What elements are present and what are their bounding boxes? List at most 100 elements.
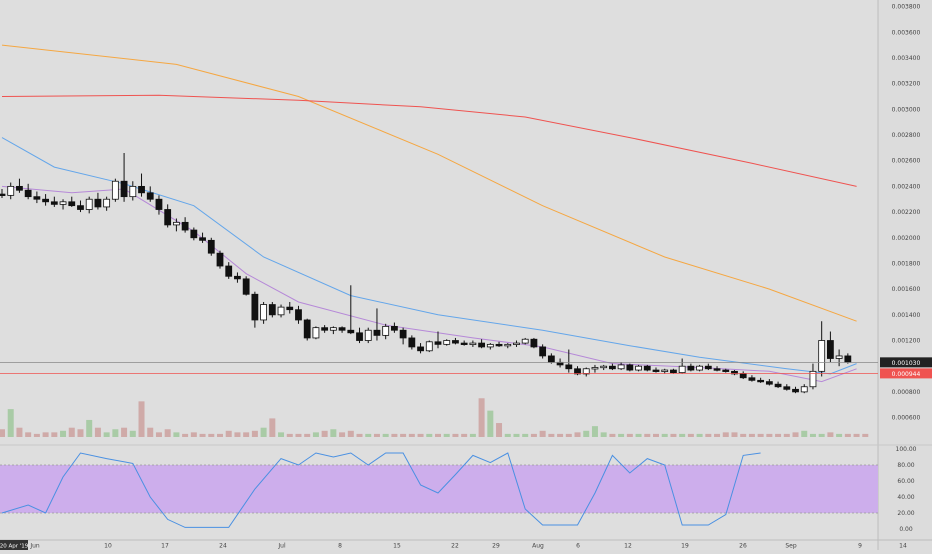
stochastic-tick-label: 40.00 [897,494,914,501]
time-tick-label: 12 [624,543,632,550]
volume-bar [25,432,32,437]
candle [792,386,799,394]
candle-body-down [827,340,834,359]
volume-bar [766,433,773,437]
candle-body-down [565,364,573,370]
candle [295,305,302,324]
price-tick-label: 0.001200 [892,338,921,345]
volume-bar [68,427,75,437]
candle-body-down [242,278,250,295]
volume-bar [86,419,93,437]
candle [329,326,337,335]
candle-body-down [77,205,84,210]
candle-body-down [338,327,346,331]
candle [190,227,198,241]
candle [521,337,529,345]
candle-body-down [225,265,233,277]
price-tick-label: 0.002800 [892,132,921,139]
candle-body-up [312,327,320,339]
price-tick-label: 0.001800 [892,260,921,267]
support-badge [880,368,932,379]
volume-bar [330,429,337,437]
volume-bar [539,430,546,437]
candle [643,364,651,372]
volume-bar [836,433,843,437]
candle [591,364,599,373]
volume-bar [408,433,415,437]
candle-body-down [356,332,363,341]
volume-bar [705,433,712,437]
candle [138,173,145,197]
candle [713,366,721,372]
candle [452,337,459,345]
candle-body-up [600,365,608,369]
volume-bar [487,410,494,437]
volume-bar [853,433,860,437]
candle-body-up [103,198,111,208]
candle-body-down [94,198,102,208]
candle-body-up [818,340,826,372]
candle-body-down [146,192,154,200]
candle [356,327,363,344]
candle [739,371,747,380]
candle [216,250,224,269]
candle-body-down [574,368,581,375]
volume-bar [400,433,407,437]
candle-body-down [643,365,651,371]
volume-bar [530,433,537,437]
volume-bar [33,433,40,437]
candle-body-down [739,373,747,379]
stochastic-line [1,452,761,528]
candle-body-down [478,342,486,348]
volume-bar [347,430,354,437]
candle-body-down [539,346,547,357]
candle [495,341,503,347]
volume-bar [679,433,686,437]
candle-body-up [513,342,520,345]
candle-body-down [347,329,355,334]
price-tick-label: 0.003600 [892,29,921,36]
candle [504,343,512,349]
volume-bar [129,430,136,437]
volume-bar [112,429,119,437]
candle-body-down [33,196,41,200]
volume-bar [208,433,215,437]
volume-bar [426,433,433,437]
volume-bar [16,427,23,437]
candle [696,364,703,372]
volume-bar [583,430,590,437]
candle [146,186,154,202]
volume-bar [548,433,555,437]
price-tick-label: 0.001600 [892,286,921,293]
volume-bar [199,433,206,437]
candle [172,218,180,232]
volume-bar [417,433,424,437]
candle [582,367,590,377]
candle [425,340,433,353]
candle [434,331,442,349]
volume-bar [77,429,84,437]
volume-bar [827,432,834,437]
candle-body-down [155,198,163,210]
volume-bar [243,432,250,437]
candle [486,343,494,350]
price-tick-label: 0.000800 [892,389,921,396]
volume-bar [234,432,241,437]
stochastic-panel [0,444,932,528]
candle-body-up [635,365,642,371]
time-tick-label: 9 [858,543,862,550]
candle-body-down [207,239,215,254]
candle [0,188,6,198]
volume-bar [103,432,110,437]
candle-body-down [713,368,721,371]
candle-body-up [486,343,494,348]
time-tick-label: 6 [576,543,580,550]
candle [85,196,93,214]
volume-bar [818,433,825,437]
volume-bar [635,433,642,437]
volume-bar [339,432,346,437]
time-tick-label: Jun [29,543,40,550]
candle [16,178,23,193]
